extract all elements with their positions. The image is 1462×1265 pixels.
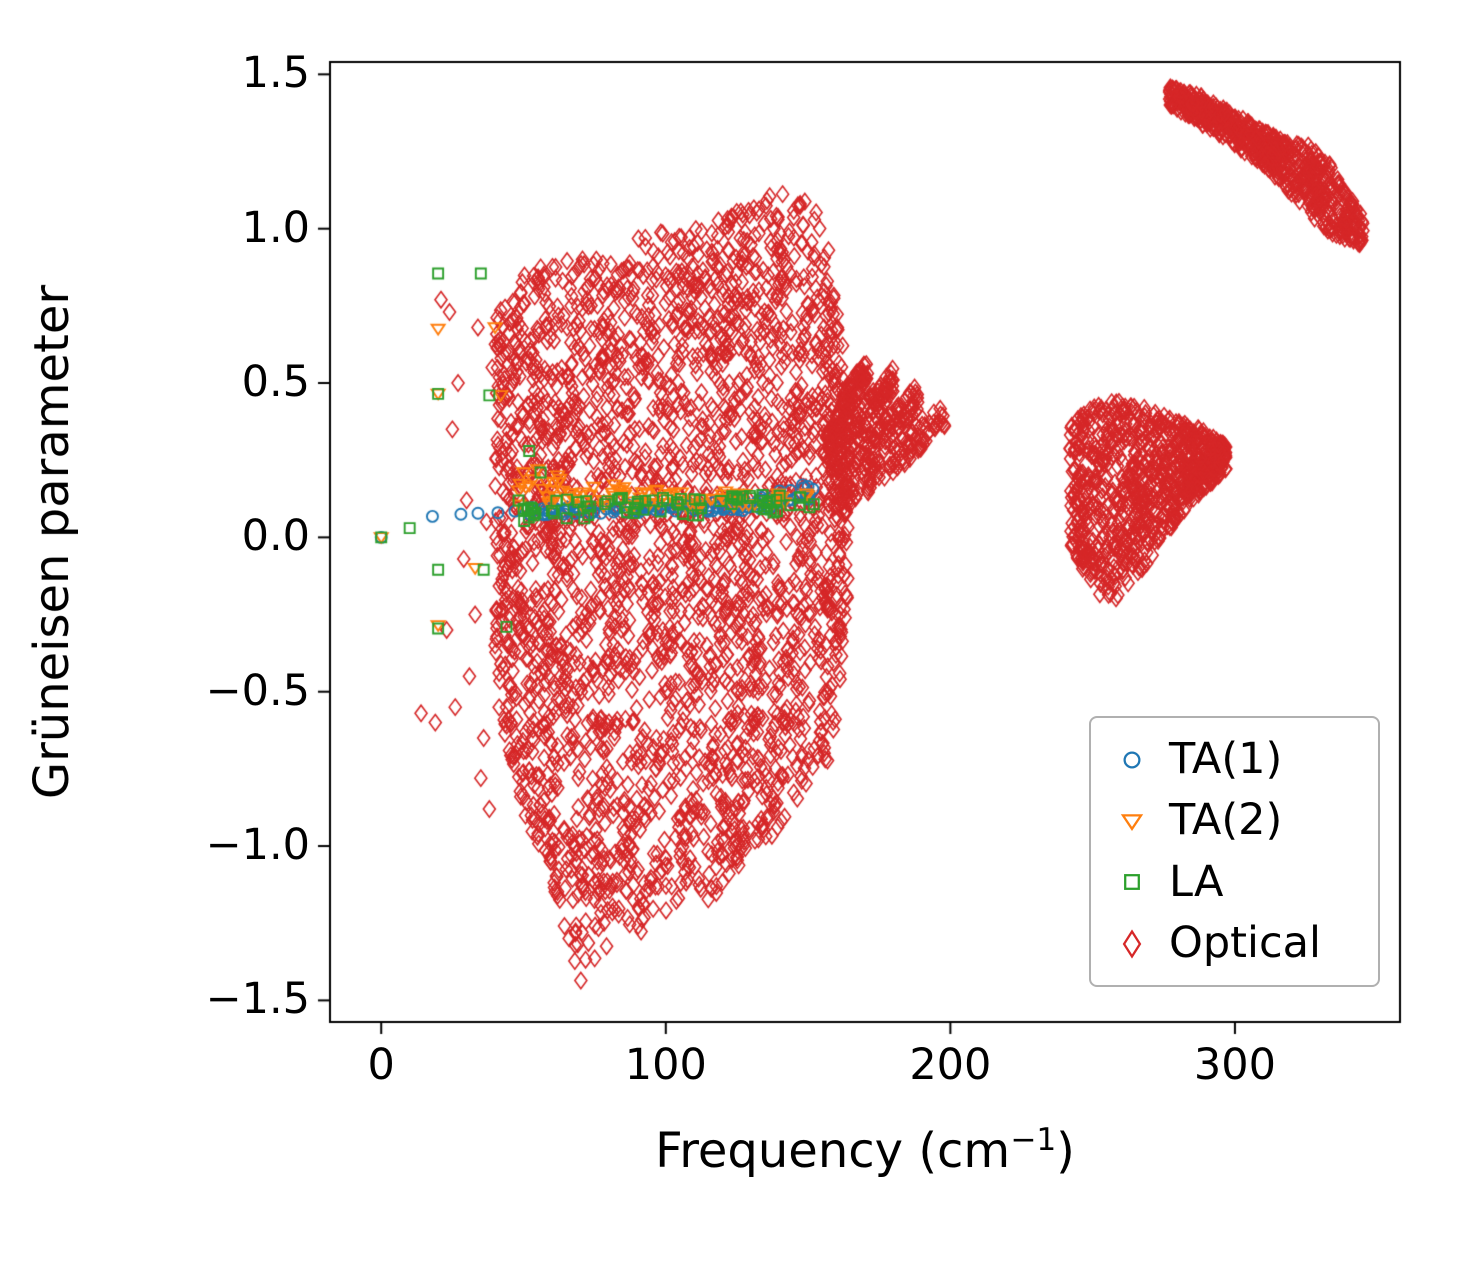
y-tick-label: 1.0 (241, 202, 310, 253)
legend-entry-optical: Optical (1115, 917, 1354, 968)
legend-entry-ta1: TA(1) (1115, 734, 1354, 784)
legend-label-ta2: TA(2) (1169, 795, 1283, 846)
legend-label-optical: Optical (1169, 917, 1321, 968)
y-tick-label: 1.5 (241, 48, 310, 99)
x-tick-label: 300 (1193, 1040, 1276, 1090)
open-diamond-icon (1122, 928, 1142, 959)
y-tick-label: −1.5 (205, 974, 310, 1025)
x-tick-label: 200 (909, 1040, 992, 1090)
x-tick-label: 0 (367, 1040, 395, 1090)
legend-entry-la: LA (1115, 856, 1354, 907)
x-axis-label-text: Frequency (cm (655, 1123, 1011, 1180)
legend-label-la: LA (1169, 856, 1224, 907)
y-tick-label: 0.5 (241, 357, 310, 408)
legend-label-ta1: TA(1) (1169, 734, 1283, 784)
open-square-icon (1124, 874, 1140, 891)
open-circle-icon (1123, 751, 1141, 769)
x-tick-label: 100 (624, 1040, 707, 1090)
legend-entry-ta2: TA(2) (1115, 795, 1354, 846)
y-axis-label: Grüneisen parameter (24, 284, 80, 800)
legend: TA(1) TA(2) LA Optical (1089, 716, 1380, 988)
x-axis-label-superscript: −1 (1010, 1122, 1057, 1158)
y-tick-label: −1.0 (205, 820, 310, 871)
y-tick-label: 0.0 (241, 511, 310, 562)
y-tick-label: −0.5 (205, 665, 310, 716)
x-axis-label: Frequency (cm−1) (655, 1122, 1075, 1179)
open-triangle-down-icon (1120, 814, 1144, 831)
x-axis-label-close: ) (1056, 1123, 1075, 1180)
